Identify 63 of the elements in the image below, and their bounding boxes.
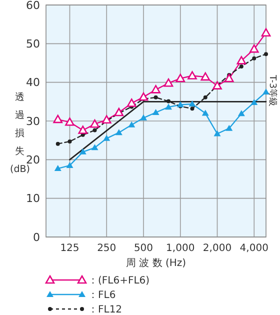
y-tick-label: 20 [26, 154, 40, 167]
point [126, 98, 136, 107]
point [151, 85, 160, 94]
legend-label: ：FL6 [88, 290, 116, 301]
point [176, 74, 186, 82]
point [166, 99, 171, 104]
point [176, 101, 184, 108]
point [114, 108, 124, 116]
point [66, 162, 74, 168]
x-axis-title: 周 波 数 (Hz) [126, 257, 186, 269]
point [203, 95, 208, 100]
point [53, 114, 63, 124]
point [115, 129, 122, 136]
y-tick-label: 40 [26, 76, 40, 90]
point [236, 56, 246, 64]
point [138, 92, 148, 101]
point [102, 115, 112, 124]
point [261, 28, 271, 36]
point [214, 130, 221, 136]
x-tick-label: 1,000 [166, 243, 195, 254]
point [238, 110, 245, 116]
point [164, 78, 174, 87]
point [264, 52, 268, 56]
point [92, 128, 97, 132]
point [68, 139, 72, 144]
point [202, 110, 209, 116]
y-tick-label: 30 [26, 114, 40, 128]
point [90, 119, 100, 128]
point [188, 100, 196, 106]
y-tick-label: 0 [33, 230, 40, 244]
x-tick-label: 2,000 [202, 243, 232, 254]
point [165, 104, 172, 110]
point [212, 81, 222, 90]
point [188, 71, 197, 80]
legend-label: ：FL12 [88, 304, 122, 315]
x-tick-label: 500 [134, 243, 154, 254]
point [91, 144, 98, 150]
x-tick-label: 250 [97, 243, 116, 254]
point [56, 142, 60, 146]
point [200, 72, 210, 81]
point [79, 148, 86, 154]
point [252, 56, 256, 60]
point [152, 108, 160, 115]
point [250, 98, 258, 105]
x-tick-label: 4,000 [240, 243, 268, 254]
x-tick-label: 125 [60, 243, 80, 254]
point [103, 134, 110, 141]
point [140, 114, 147, 120]
y-tick-label: 50 [26, 38, 40, 51]
point [154, 95, 158, 100]
y-tick-label: 60 [26, 0, 40, 12]
point [190, 106, 194, 111]
y-tick-label: 10 [26, 192, 40, 206]
point [249, 44, 259, 53]
point [54, 165, 62, 172]
point [224, 74, 234, 82]
legend-label: ：(FL6+FL6) [88, 276, 150, 286]
point [226, 124, 233, 131]
point [128, 121, 136, 128]
point [78, 126, 88, 134]
point [65, 118, 74, 126]
point [239, 64, 244, 68]
text: T-3等級 [267, 74, 278, 107]
